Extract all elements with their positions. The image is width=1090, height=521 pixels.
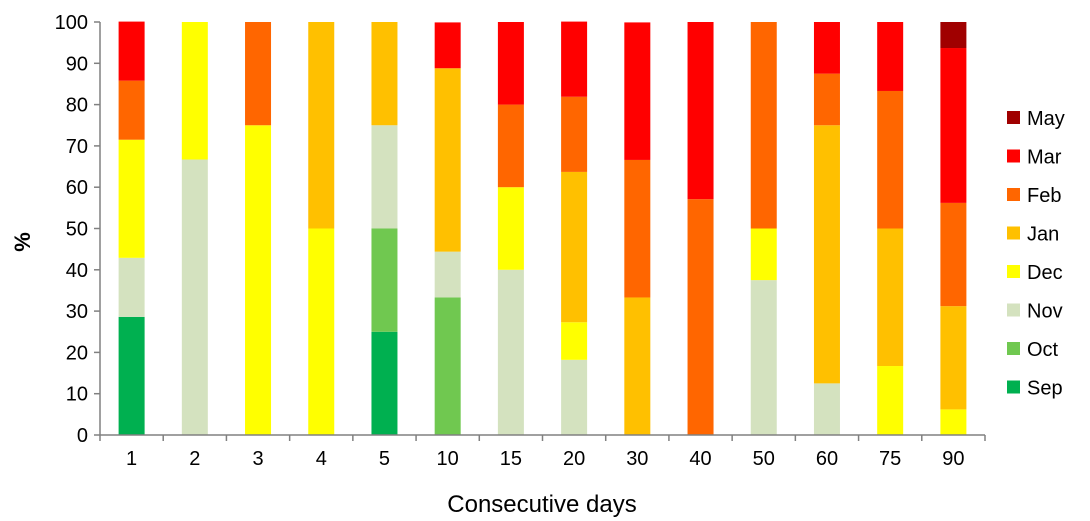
bar-segment-nov-20 [561,359,588,435]
y-tick-label-20: 20 [66,342,88,364]
y-tick-label-80: 80 [66,95,88,117]
bar-segment-dec-2 [181,22,208,160]
bar-segment-dec-50 [750,228,777,281]
x-tick-label-60: 60 [816,448,838,470]
y-tick-label-60: 60 [66,177,88,199]
bar-segment-feb-60 [813,73,840,126]
bar-segment-feb-15 [497,104,524,188]
axes-layer: 0 10 20 30 40 50 60 70 80 90 100 1 2 3 4 5 10 15 20 30 40 50 6… [55,12,986,470]
bar-segment-nov-60 [813,383,840,435]
x-tick-label-1: 1 [126,448,137,470]
legend-label-mar: Mar [1027,147,1062,169]
bar-segment-dec-4 [308,228,335,435]
bar-segment-jan-5 [371,22,398,126]
legend-label-nov: Nov [1027,301,1063,323]
bar-segment-mar-90 [940,48,967,203]
bar-segment-feb-90 [940,202,967,307]
x-tick-label-90: 90 [942,448,964,470]
bar-segment-dec-1 [118,139,145,258]
bar-segment-jan-60 [813,125,840,384]
legend-label-may: May [1027,108,1065,130]
bar-segment-jan-20 [561,171,588,323]
x-tick-label-10: 10 [437,448,459,470]
legend-swatch-may [1007,111,1020,124]
x-tick-label-20: 20 [563,448,585,470]
legend-swatch-feb [1007,188,1020,201]
y-tick-label-100: 100 [55,12,88,34]
bar-segment-mar-75 [877,22,904,91]
legend-swatch-dec [1007,265,1020,278]
legend-swatch-nov [1007,303,1020,317]
x-tick-label-3: 3 [252,448,263,470]
y-tick-label-70: 70 [66,136,88,158]
y-tick-label-50: 50 [66,219,88,241]
bar-segment-feb-50 [750,22,777,229]
x-tick-label-5: 5 [379,448,390,470]
x-tick-label-15: 15 [500,448,522,470]
bar-segment-feb-1 [118,80,145,140]
bar-segment-sep-5 [371,331,398,435]
legend-swatch-oct [1007,342,1020,355]
x-tick-label-40: 40 [689,448,711,470]
bar-segment-mar-60 [813,22,840,74]
x-tick-label-50: 50 [753,448,775,470]
bar-segment-dec-75 [877,366,904,435]
legend-swatch-mar [1007,149,1020,163]
bar-segment-nov-10 [434,251,461,298]
bar-segment-jan-75 [877,228,904,367]
bar-segment-sep-1 [118,316,145,435]
bar-segment-oct-10 [434,297,461,435]
bar-segment-dec-15 [497,187,524,270]
y-axis-title: % [10,232,35,252]
bar-segment-mar-15 [497,22,524,105]
x-tick-label-4: 4 [316,448,327,470]
bar-segment-nov-2 [181,159,208,436]
y-tick-label-90: 90 [66,53,88,75]
legend-label-jan: Jan [1027,224,1059,246]
x-tick-label-75: 75 [879,448,901,470]
bar-segment-feb-3 [245,22,272,126]
bar-segment-jan-10 [434,68,461,252]
bar-segment-oct-5 [371,228,398,332]
y-tick-label-0: 0 [77,425,88,447]
legend-swatch-sep [1007,380,1020,394]
bar-segment-feb-40 [687,199,714,435]
bar-segment-jan-4 [308,22,335,229]
legend: May Mar Feb Jan Dec Nov Oct Sep [1007,108,1065,400]
y-tick-label-10: 10 [66,384,88,406]
bar-segment-feb-30 [624,159,651,298]
bar-segment-nov-15 [497,269,524,435]
bar-segment-mar-1 [118,21,145,81]
bar-segment-dec-90 [940,409,967,435]
bar-segment-feb-75 [877,90,904,229]
bar-segment-nov-5 [371,125,398,229]
bar-segment-mar-10 [434,22,461,69]
bar-segment-dec-3 [245,125,272,435]
bar-segment-nov-50 [750,280,777,435]
bar-segment-dec-20 [561,322,588,360]
y-tick-label-40: 40 [66,260,88,282]
y-tick-label-30: 30 [66,301,88,323]
bar-segment-feb-20 [561,96,588,172]
bars-layer [118,21,967,436]
bar-segment-nov-1 [118,257,145,317]
x-tick-label-2: 2 [189,448,200,470]
bar-segment-mar-30 [624,22,651,160]
bar-segment-jan-30 [624,297,651,435]
x-axis-title: Consecutive days [447,491,636,518]
legend-label-dec: Dec [1027,262,1063,284]
legend-label-sep: Sep [1027,378,1063,400]
bar-segment-may-90 [940,22,967,49]
bar-segment-mar-40 [687,22,714,200]
bar-segment-mar-20 [561,21,588,97]
legend-label-feb: Feb [1027,185,1061,207]
x-tick-label-30: 30 [626,448,648,470]
legend-label-oct: Oct [1027,339,1059,361]
bar-segment-jan-90 [940,306,967,410]
legend-swatch-jan [1007,226,1020,240]
